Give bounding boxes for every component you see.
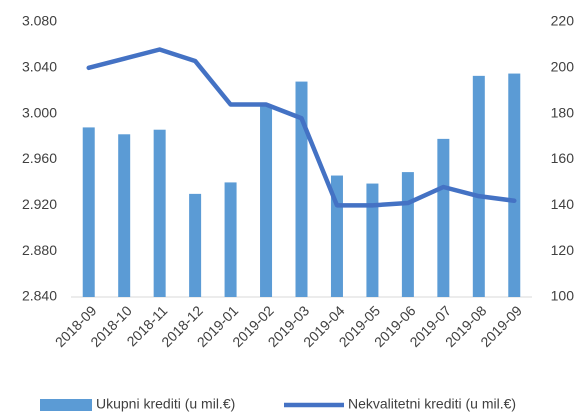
bar	[437, 138, 450, 297]
y-tick-label: 3.000	[22, 104, 57, 120]
bar	[82, 127, 95, 298]
y-tick-label: 3.040	[22, 59, 57, 75]
legend-label: Nekvalitetni krediti (u mil.€)	[348, 396, 516, 412]
y-tick-label: 3.080	[22, 13, 57, 29]
legend-label: Ukupni krediti (u mil.€)	[96, 396, 235, 412]
bar	[295, 81, 308, 297]
bar	[153, 129, 166, 297]
y-tick-label: 2.840	[22, 288, 57, 304]
y2-tick-label: 220	[551, 13, 575, 29]
line	[86, 47, 517, 208]
y-tick-label: 2.880	[22, 242, 57, 258]
y2-tick-label: 160	[551, 150, 575, 166]
y2-tick-label: 140	[551, 196, 575, 212]
bar	[472, 75, 485, 298]
y2-tick-label: 100	[551, 288, 575, 304]
bar	[366, 183, 379, 297]
bar	[224, 182, 237, 297]
y2-tick-label: 200	[551, 59, 575, 75]
bar	[401, 172, 414, 297]
y-tick-label: 2.960	[22, 150, 57, 166]
bar	[118, 134, 131, 297]
bar	[260, 105, 273, 297]
y2-tick-label: 180	[551, 104, 575, 120]
bar	[508, 73, 521, 297]
y-tick-label: 2.920	[22, 196, 57, 212]
bar	[189, 193, 202, 297]
legend-swatch	[40, 399, 92, 411]
y2-tick-label: 120	[551, 242, 575, 258]
